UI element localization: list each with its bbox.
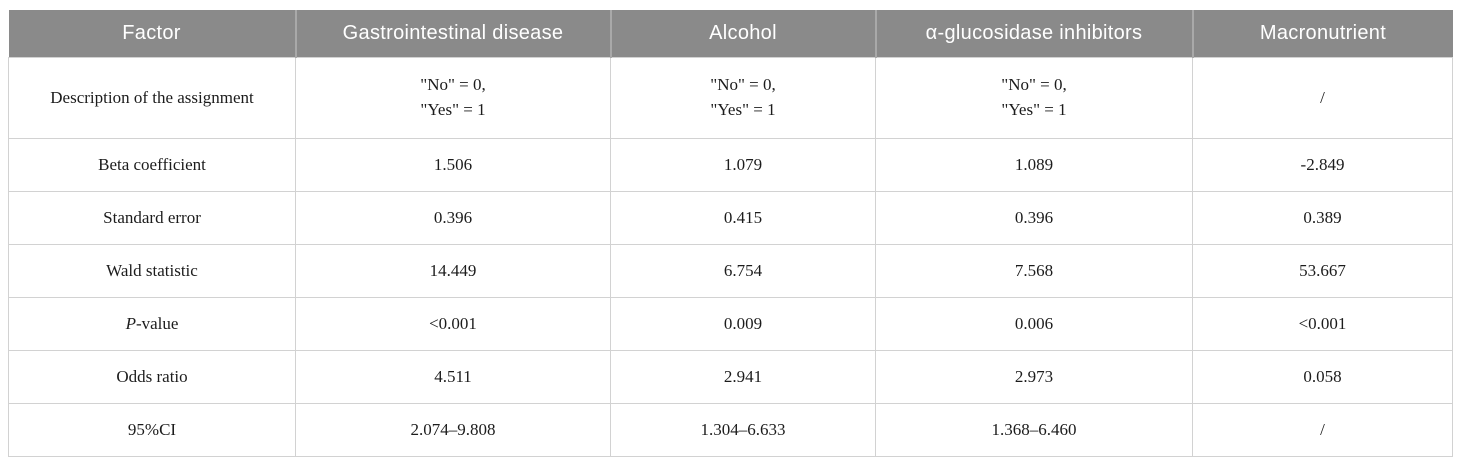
- row-label-beta-coefficient: Beta coefficient: [8, 138, 296, 192]
- table-cell: <0.001: [1192, 297, 1453, 351]
- table-cell: 1.079: [610, 138, 876, 192]
- table-cell: 6.754: [610, 244, 876, 298]
- table-cell: <0.001: [295, 297, 611, 351]
- table-cell: 7.568: [875, 244, 1193, 298]
- table-cell: 0.058: [1192, 350, 1453, 404]
- table-row-wald-statistic: Wald statistic 14.449 6.754 7.568 53.667: [8, 244, 1453, 298]
- column-header-gastrointestinal-disease: Gastrointestinal disease: [294, 10, 611, 58]
- header-row: Factor Gastrointestinal disease Alcohol …: [8, 10, 1453, 58]
- table-cell: 0.389: [1192, 191, 1453, 245]
- table-cell: 53.667: [1192, 244, 1453, 298]
- table-cell: 2.074–9.808: [295, 403, 611, 457]
- row-label-wald-statistic: Wald statistic: [8, 244, 296, 298]
- table-cell: /: [1192, 403, 1453, 457]
- table-cell: 4.511: [295, 350, 611, 404]
- column-header-alcohol: Alcohol: [609, 10, 876, 58]
- table-cell: 2.973: [875, 350, 1193, 404]
- table-header: Factor Gastrointestinal disease Alcohol …: [8, 10, 1453, 58]
- column-header-factor: Factor: [8, 10, 296, 58]
- table-cell: "No" = 0, "Yes" = 1: [610, 57, 876, 139]
- table-row-odds-ratio: Odds ratio 4.511 2.941 2.973 0.058: [8, 350, 1453, 404]
- table-cell: 0.415: [610, 191, 876, 245]
- table-cell: 1.368–6.460: [875, 403, 1193, 457]
- table-row-beta-coefficient: Beta coefficient 1.506 1.079 1.089 -2.84…: [8, 138, 1453, 192]
- table-cell: "No" = 0, "Yes" = 1: [875, 57, 1193, 139]
- column-header-alpha-glucosidase-inhibitors: α-glucosidase inhibitors: [874, 10, 1193, 58]
- table-cell: 1.506: [295, 138, 611, 192]
- regression-results-table: Factor Gastrointestinal disease Alcohol …: [8, 10, 1453, 457]
- table-cell: 1.304–6.633: [610, 403, 876, 457]
- row-label-95ci: 95%CI: [8, 403, 296, 457]
- row-label-odds-ratio: Odds ratio: [8, 350, 296, 404]
- table-cell: /: [1192, 57, 1453, 139]
- row-label-standard-error: Standard error: [8, 191, 296, 245]
- table-cell: 0.396: [295, 191, 611, 245]
- table-row-description: Description of the assignment "No" = 0, …: [8, 57, 1453, 139]
- table-cell: "No" = 0, "Yes" = 1: [295, 57, 611, 139]
- column-header-macronutrient: Macronutrient: [1191, 10, 1453, 58]
- table-cell: 2.941: [610, 350, 876, 404]
- table-cell: 0.396: [875, 191, 1193, 245]
- table-cell: -2.849: [1192, 138, 1453, 192]
- p-value-italic-p: P: [125, 313, 136, 333]
- table-row-95ci: 95%CI 2.074–9.808 1.304–6.633 1.368–6.46…: [8, 403, 1453, 457]
- table-row-standard-error: Standard error 0.396 0.415 0.396 0.389: [8, 191, 1453, 245]
- table-cell: 14.449: [295, 244, 611, 298]
- row-label-description: Description of the assignment: [8, 57, 296, 139]
- table-row-p-value: P-value <0.001 0.009 0.006 <0.001: [8, 297, 1453, 351]
- table-cell: 0.006: [875, 297, 1193, 351]
- row-label-p-value: P-value: [8, 297, 296, 351]
- table-cell: 1.089: [875, 138, 1193, 192]
- p-value-label-rest: -value: [135, 313, 179, 333]
- table-cell: 0.009: [610, 297, 876, 351]
- table-body: Description of the assignment "No" = 0, …: [8, 57, 1453, 457]
